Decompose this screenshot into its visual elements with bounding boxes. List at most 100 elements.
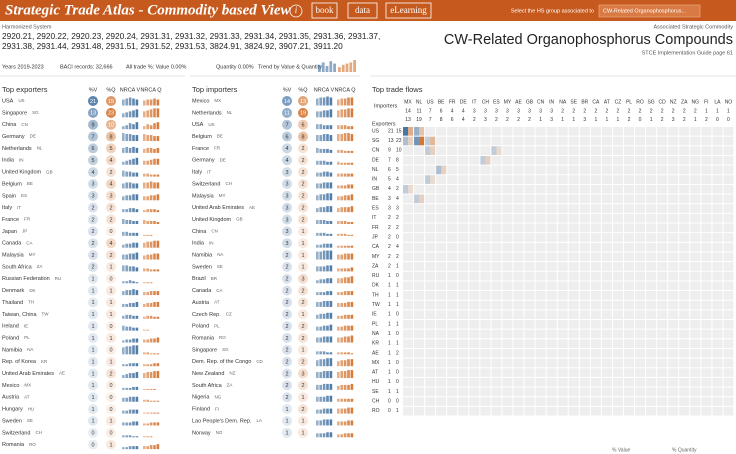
matrix-cell	[612, 194, 623, 204]
matrix-cell	[657, 291, 668, 300]
matrix-cell	[458, 194, 469, 204]
nrca-bar	[350, 184, 354, 189]
share-circle	[282, 190, 292, 201]
info-button[interactable]	[289, 4, 303, 18]
share-value: 2	[301, 407, 304, 413]
flow-value	[480, 155, 486, 165]
nrca-bar	[319, 244, 322, 248]
matrix-cell	[712, 329, 723, 339]
matrix-cell	[601, 358, 612, 368]
nrca-bar	[319, 292, 322, 296]
matrix-cell	[535, 127, 546, 136]
elearning-label[interactable]: eLearning	[390, 5, 427, 15]
nrca-bar	[156, 182, 160, 189]
nrca-bar	[146, 436, 149, 438]
importer-quantity: 8	[440, 117, 443, 123]
matrix-cell	[657, 262, 668, 271]
info-label[interactable]: i	[295, 5, 298, 15]
exporter-code: MX	[372, 360, 380, 366]
matrix-cell	[524, 339, 535, 348]
matrix-cell	[701, 252, 712, 262]
nrca-bar	[343, 253, 347, 260]
exporter-quantity: 2	[396, 225, 399, 231]
nrca-bar	[132, 338, 135, 343]
nrca-bar	[340, 326, 343, 331]
hs-dropdown[interactable]	[598, 4, 701, 18]
nrca-bar	[125, 346, 128, 355]
share-circle	[106, 107, 116, 118]
exporter-quantity: 2	[396, 215, 399, 221]
dropdown-value[interactable]: CW-Related Organophosphorus...	[603, 8, 687, 14]
elearning-button[interactable]	[385, 2, 432, 19]
matrix-cell	[679, 329, 690, 339]
matrix-cell	[712, 233, 723, 242]
matrix-cell	[701, 242, 712, 252]
share-circle	[88, 131, 98, 142]
matrix-cell	[491, 204, 502, 213]
matrix-cell	[491, 320, 502, 329]
matrix-cell	[601, 127, 612, 136]
nrca-bar	[340, 221, 343, 224]
matrix-cell	[624, 310, 635, 319]
matrix-cell	[425, 300, 436, 310]
share-value: 2	[301, 324, 304, 330]
matrix-cell	[480, 204, 491, 213]
share-value: 14	[284, 99, 290, 105]
nrca-bar	[156, 99, 160, 106]
nrca-bar	[143, 100, 146, 106]
matrix-cell	[712, 165, 723, 175]
share-circle	[298, 309, 308, 320]
matrix-cell	[679, 194, 690, 204]
nrca-bar	[347, 314, 350, 319]
share-value: 2	[301, 146, 304, 152]
matrix-cell	[635, 397, 646, 406]
matrix-cell	[646, 262, 657, 271]
country-code: NZ	[229, 371, 235, 376]
matrix-cell	[524, 271, 535, 281]
nrca-bar	[340, 245, 343, 248]
matrix-cell	[579, 175, 590, 184]
data-label[interactable]: data	[355, 5, 370, 15]
nrca-bar	[337, 278, 340, 284]
book-label[interactable]: book	[316, 5, 335, 15]
share-value: 1	[91, 383, 94, 389]
nrca-bar	[316, 195, 319, 201]
data-button[interactable]	[347, 2, 378, 19]
nrca-bar	[340, 162, 343, 165]
matrix-cell	[712, 397, 723, 406]
matrix-cell	[524, 194, 535, 204]
exporter-quantity: 5	[396, 167, 399, 173]
nrca-bar	[322, 396, 326, 402]
share-circle	[282, 297, 292, 308]
matrix-cell	[436, 223, 447, 233]
importer-code: CH	[482, 99, 490, 105]
column-header: %Q	[298, 87, 308, 93]
matrix-cell	[690, 339, 701, 348]
nrca-bar	[125, 195, 128, 201]
matrix-cell	[436, 136, 447, 146]
matrix-cell	[480, 194, 491, 204]
nrca-bar	[143, 268, 146, 272]
trend-bar	[321, 62, 325, 72]
matrix-cell	[557, 127, 568, 136]
matrix-cell	[679, 406, 690, 416]
nrca-bar	[132, 110, 135, 118]
country-name: Singapore	[2, 110, 27, 116]
matrix-cell	[425, 223, 436, 233]
nrca-bar	[153, 316, 156, 319]
exporter-value: 2	[388, 234, 391, 240]
matrix-cell	[458, 136, 469, 146]
matrix-cell	[690, 348, 701, 358]
matrix-cell	[469, 242, 480, 252]
matrix-cell	[679, 387, 690, 397]
importer-quantity: 1	[561, 117, 564, 123]
nrca-bar	[343, 360, 347, 367]
importer-value: 3	[473, 108, 476, 114]
matrix-cell	[557, 377, 568, 387]
book-button[interactable]	[311, 2, 338, 19]
nrca-bar	[128, 339, 132, 343]
nrca-bar	[319, 409, 322, 414]
matrix-cell	[601, 252, 612, 262]
country-code: CH	[35, 430, 42, 435]
matrix-cell	[635, 358, 646, 368]
